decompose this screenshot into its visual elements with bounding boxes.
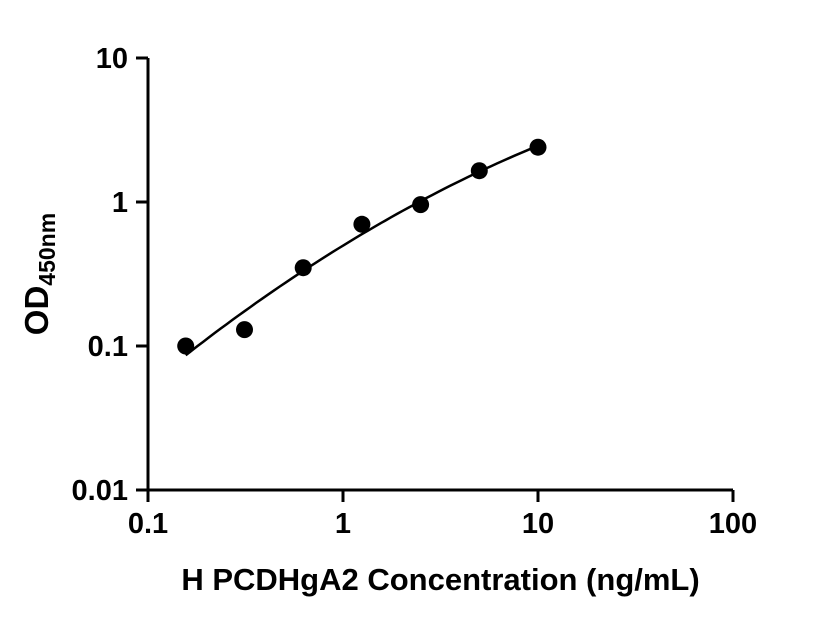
x-axis-title: H PCDHgA2 Concentration (ng/mL) [181, 562, 699, 597]
data-point [353, 215, 371, 233]
data-point [236, 321, 253, 339]
data-point [529, 138, 547, 156]
axes [146, 58, 733, 492]
y-tick-label: 0.1 [88, 331, 128, 363]
data-point [412, 196, 430, 214]
x-tick-label: 1 [335, 508, 351, 540]
data-point [470, 162, 488, 180]
x-tick-label: 0.1 [128, 508, 168, 540]
y-tick-label: 1 [112, 187, 128, 219]
y-axis-title: OD450nm [18, 213, 60, 335]
x-tick-label: 100 [709, 508, 757, 540]
y-tick-label: 0.01 [72, 475, 128, 507]
data-point [177, 337, 195, 355]
data-point [294, 259, 312, 277]
y-tick-label: 10 [96, 43, 128, 75]
x-tick-label: 10 [522, 508, 554, 540]
